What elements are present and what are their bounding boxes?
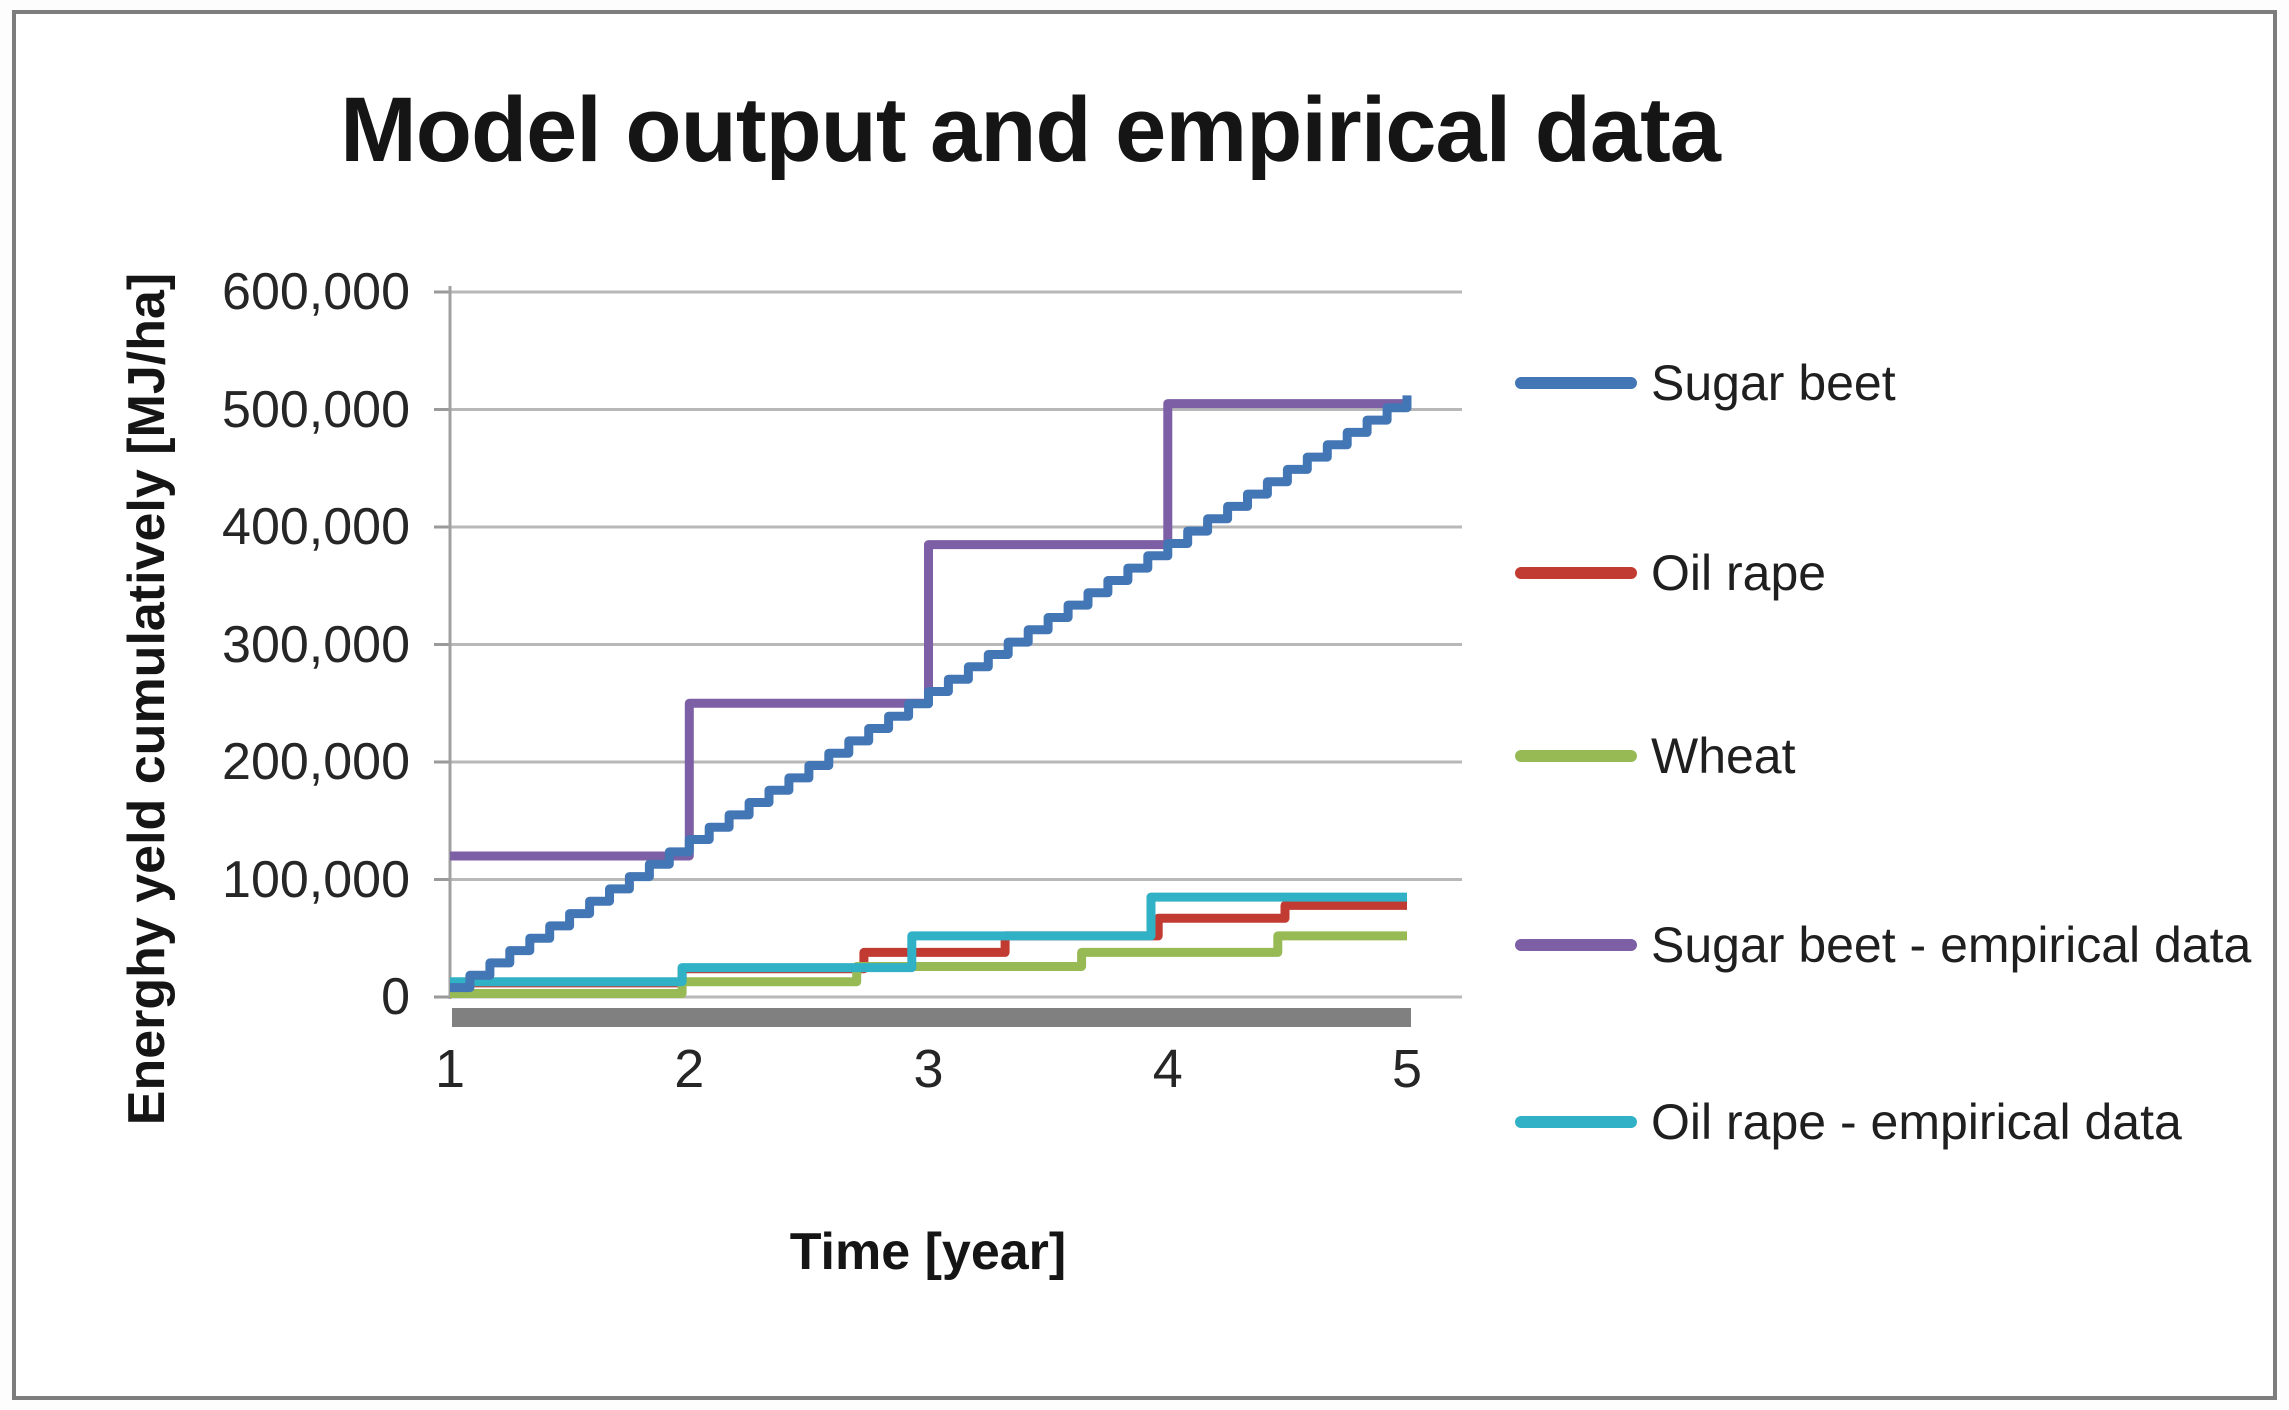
series-line-sugar-beet-empirical-data [450,399,1407,861]
baseline-bar [452,1008,1411,1027]
x-tick-label: 1 [434,1039,466,1099]
series-line-oil-rape-empirical-data [450,892,1407,987]
y-tick-label: 200,000 [222,733,410,791]
x-tick-label: 5 [1391,1039,1423,1099]
legend-line-swatch [1515,1116,1637,1128]
legend-item-wheat: Wheat [1515,721,2271,791]
legend-label: Oil rape [1651,545,1827,601]
y-tick-label: 600,000 [222,263,410,321]
x-tick-label: 3 [913,1039,944,1099]
series-line-oil-rape [450,900,1407,988]
legend-line-swatch [1515,939,1637,951]
x-tick-label: 4 [1152,1039,1183,1099]
legend-item-sugar-beet: Sugar beet [1515,348,2271,418]
y-tick-label: 400,000 [222,498,410,556]
y-tick-label: 300,000 [222,615,410,674]
legend-line-swatch [1515,567,1637,579]
y-tick-label: 100,000 [222,850,410,909]
series-line-wheat [450,931,1407,998]
chart-title: Model output and empirical data [340,79,1721,181]
y-tick-label: 0 [381,968,410,1026]
legend-label: Wheat [1651,728,1796,784]
y-axis-title: Energhy yeld cumulatively [MJ/ha] [118,272,176,1126]
legend-item-oil-rape: Oil rape [1515,538,2271,608]
legend-line-swatch [1515,750,1637,762]
x-axis-title: Time [year] [789,1223,1067,1281]
legend-label: Sugar beet - empirical data [1651,917,2252,973]
legend-item-sugar-beet-empirical-data: Sugar beet - empirical data [1515,910,2271,980]
legend-label: Sugar beet [1651,355,1896,411]
x-tick-label: 2 [674,1039,705,1099]
legend-item-oil-rape-empirical-data: Oil rape - empirical data [1515,1087,2271,1157]
legend-line-swatch [1515,377,1637,389]
series-line-sugar-beet [450,395,1412,993]
legend-label: Oil rape - empirical data [1651,1094,2182,1150]
figure-border [12,10,2277,1400]
y-tick-label: 500,000 [222,380,410,439]
